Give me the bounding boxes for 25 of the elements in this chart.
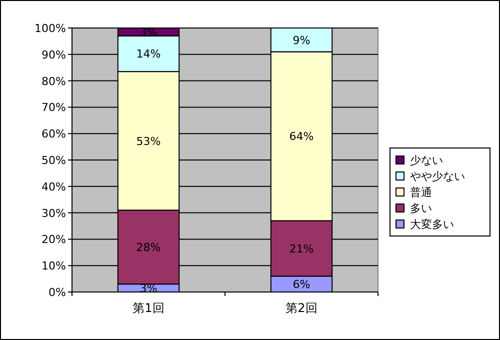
y-tick-label: 60% (42, 128, 66, 141)
data-label: 21% (289, 242, 314, 256)
data-label: 6% (292, 278, 310, 292)
x-tick-label: 第1回 (132, 301, 164, 315)
data-label: 9% (292, 34, 310, 47)
y-tick-label: 0% (48, 286, 66, 299)
legend-label: 多い (410, 202, 432, 215)
data-label: 14% (136, 48, 161, 61)
x-tick-label: 第2回 (286, 301, 318, 315)
y-tick-label: 40% (42, 180, 66, 194)
legend-label: やや少ない (410, 170, 465, 183)
data-label: 28% (136, 241, 161, 254)
data-label: 53% (136, 134, 161, 148)
y-tick-label: 30% (42, 206, 66, 220)
y-tick-label: 80% (42, 74, 66, 88)
data-label: 64% (289, 130, 314, 144)
y-tick-label: 20% (42, 233, 66, 246)
y-tick-label: 90% (42, 48, 66, 62)
y-tick-label: 50% (42, 154, 66, 167)
y-tick-label: 100% (34, 22, 66, 35)
y-tick-label: 70% (42, 101, 66, 114)
legend-label: 大変多い (410, 218, 454, 231)
legend-label: 普通 (410, 186, 432, 199)
legend-label: 少ない (410, 154, 443, 167)
y-tick-label: 10% (42, 260, 66, 273)
